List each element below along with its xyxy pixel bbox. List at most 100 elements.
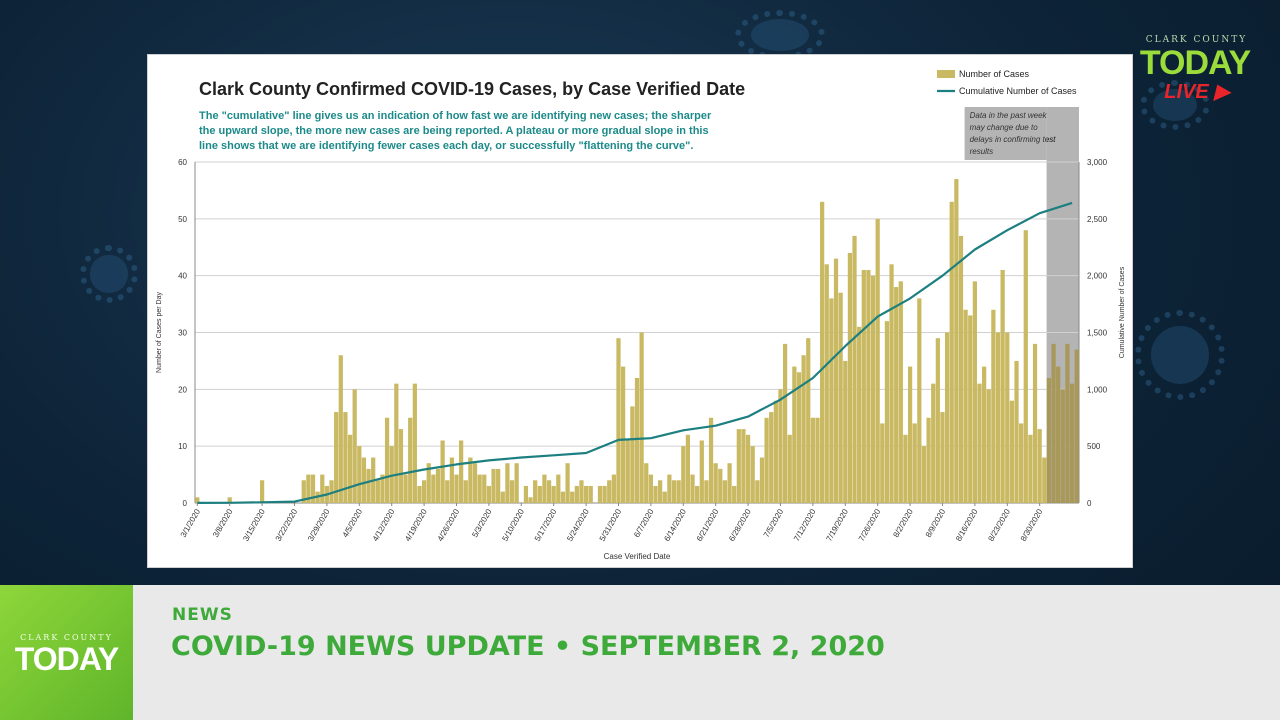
case-bar — [459, 440, 464, 503]
case-bar — [861, 269, 866, 503]
case-bar — [352, 389, 357, 503]
y-tick-label: 50 — [178, 215, 187, 224]
annotation-line: results — [970, 147, 994, 156]
case-bar — [621, 366, 626, 503]
y-tick-label: 30 — [178, 329, 187, 338]
case-bar — [824, 264, 829, 503]
x-tick-label: 4/19/2020 — [403, 507, 429, 543]
case-bar — [454, 474, 459, 503]
x-tick-label: 3/29/2020 — [306, 507, 332, 543]
case-bar — [658, 480, 663, 503]
case-bar — [940, 412, 945, 503]
case-bar — [829, 298, 834, 503]
case-bar — [806, 338, 811, 503]
case-bar — [880, 423, 885, 503]
case-bar — [792, 366, 797, 503]
virus-graphic — [1140, 80, 1210, 130]
x-tick-label: 4/12/2020 — [371, 507, 397, 543]
case-bar — [1074, 349, 1079, 503]
case-bar — [491, 468, 496, 503]
chart-subtitle-line: the upward slope, the more new cases are… — [199, 125, 709, 137]
case-bar — [695, 485, 700, 503]
clark-county-today-logo: CLARK COUNTY TODAY — [0, 585, 133, 720]
case-bar — [713, 463, 718, 503]
case-bar — [482, 474, 487, 503]
x-tick-label: 7/5/2020 — [762, 507, 786, 539]
x-tick-label: 6/21/2020 — [695, 507, 721, 543]
case-bar — [857, 326, 862, 503]
case-bar — [787, 434, 792, 503]
case-bar — [690, 474, 695, 503]
case-bar — [417, 485, 422, 503]
case-bar — [676, 480, 681, 503]
logo-today-text: TODAY — [14, 641, 119, 677]
annotation-box — [964, 107, 1047, 160]
chart-panel: Clark County Confirmed COVID-19 Cases, b… — [147, 54, 1133, 568]
case-bar — [727, 463, 732, 503]
case-bar — [440, 440, 445, 503]
case-bar — [764, 417, 769, 503]
case-bar — [597, 485, 603, 503]
case-bar — [889, 264, 894, 503]
case-bar — [579, 480, 584, 503]
case-bar — [843, 360, 848, 503]
case-bar — [954, 179, 959, 504]
logo-county-text: CLARK COUNTY — [20, 633, 113, 642]
y-tick-label: 60 — [178, 158, 187, 167]
y2-axis-label: Cumulative Number of Cases — [1119, 266, 1126, 358]
case-bar — [1005, 332, 1010, 503]
case-bar — [616, 338, 621, 503]
case-bar — [1019, 423, 1024, 503]
x-tick-label: 4/26/2020 — [436, 507, 462, 543]
case-bar — [708, 417, 714, 503]
case-bar — [301, 480, 306, 503]
cumulative-line — [197, 201, 1073, 504]
case-bar — [426, 463, 431, 503]
case-bar — [639, 332, 644, 503]
case-bar — [259, 480, 265, 503]
case-bar — [810, 417, 815, 503]
case-bar — [926, 417, 931, 503]
case-bar — [1028, 434, 1033, 503]
covid-cases-chart: Clark County Confirmed COVID-19 Cases, b… — [156, 69, 1126, 561]
y2-tick-label: 2,000 — [1087, 272, 1108, 281]
case-bar — [949, 201, 954, 504]
case-bar — [1069, 383, 1075, 503]
case-bar — [496, 468, 501, 503]
case-bar — [894, 287, 899, 503]
legend-label-cumulative: Cumulative Number of Cases — [959, 86, 1077, 96]
case-bar — [611, 474, 616, 503]
case-bar — [884, 321, 890, 503]
case-bar — [1000, 269, 1005, 503]
case-bar — [320, 474, 325, 503]
case-bar — [769, 412, 774, 503]
case-bar — [991, 309, 996, 503]
case-bar — [630, 406, 635, 503]
case-bar — [583, 485, 589, 503]
case-bar — [1042, 457, 1047, 503]
case-bar — [866, 269, 871, 503]
x-tick-label: 6/28/2020 — [727, 507, 753, 543]
x-tick-label: 6/14/2020 — [662, 507, 688, 543]
case-bar — [357, 446, 362, 503]
case-bar — [380, 474, 385, 503]
case-bar — [718, 468, 723, 503]
y2-tick-label: 2,500 — [1087, 215, 1108, 224]
case-bar — [875, 218, 880, 504]
case-bar — [528, 497, 533, 503]
case-bar — [602, 485, 607, 503]
case-bar — [903, 434, 908, 503]
case-bar — [468, 457, 473, 503]
case-bar — [343, 412, 348, 503]
case-bar — [995, 332, 1001, 503]
case-bar — [394, 383, 399, 503]
case-bar — [755, 480, 760, 503]
case-bar — [366, 468, 371, 503]
x-tick-label: 5/31/2020 — [598, 507, 624, 543]
case-bar — [667, 474, 672, 503]
case-bar — [944, 332, 950, 503]
case-bar — [514, 463, 519, 503]
x-tick-label: 3/22/2020 — [274, 507, 300, 543]
case-bar — [431, 474, 436, 503]
chart-title: Clark County Confirmed COVID-19 Cases, b… — [199, 79, 745, 99]
